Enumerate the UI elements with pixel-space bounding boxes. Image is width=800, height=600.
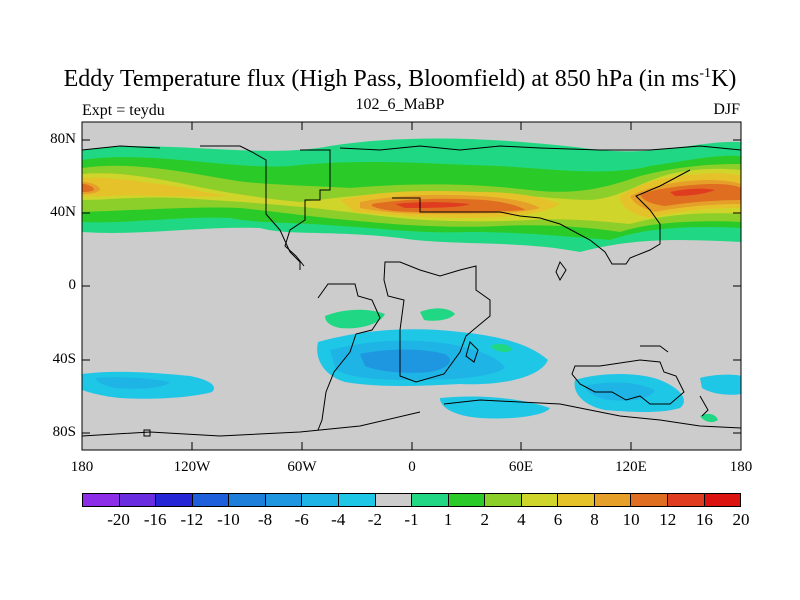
season-label: DJF bbox=[713, 101, 740, 118]
colorbar-label: -10 bbox=[217, 510, 240, 529]
colorbar-label: -2 bbox=[367, 510, 382, 529]
y-tick-0: 0 bbox=[68, 277, 77, 293]
colorbar-label: -12 bbox=[180, 510, 204, 529]
x-tick-120w: 120W bbox=[173, 459, 211, 475]
colorbar-label: -8 bbox=[257, 510, 273, 529]
colorbar-swatch bbox=[375, 494, 413, 506]
colorbar-label: 16 bbox=[695, 510, 713, 529]
y-tick-40s: 40S bbox=[52, 351, 76, 367]
colorbar-label: 10 bbox=[622, 510, 640, 529]
colorbar-label: -6 bbox=[294, 510, 309, 529]
colorbar-label: -4 bbox=[331, 510, 346, 529]
colorbar-label: 8 bbox=[590, 510, 599, 529]
colorbar-swatch bbox=[412, 494, 449, 506]
colorbar-label: 12 bbox=[659, 510, 677, 529]
colorbar bbox=[82, 493, 741, 507]
title-main: Eddy Temperature flux (High Pass, Bloomf… bbox=[63, 66, 700, 92]
colorbar-label: -1 bbox=[404, 510, 419, 529]
colorbar-swatch bbox=[302, 494, 339, 506]
colorbar-swatch bbox=[229, 494, 266, 506]
x-tick-0: 0 bbox=[408, 459, 416, 475]
axis-ticks bbox=[82, 122, 741, 450]
x-tick-60e: 60E bbox=[508, 459, 534, 475]
x-tick-180-left: 180 bbox=[70, 459, 94, 475]
colorbar-label: -16 bbox=[143, 510, 167, 529]
colorbar-swatch bbox=[119, 494, 157, 506]
title-end: K) bbox=[711, 66, 737, 92]
y-tick-80s: 80S bbox=[52, 424, 76, 440]
colorbar-swatch bbox=[265, 494, 303, 506]
colorbar-swatch bbox=[704, 494, 741, 506]
x-tick-180-right: 180 bbox=[729, 459, 753, 475]
coastlines bbox=[82, 145, 741, 437]
colorbar-swatch bbox=[558, 494, 595, 506]
colorbar-label: 4 bbox=[517, 510, 526, 529]
colorbar-swatch bbox=[631, 494, 668, 506]
colorbar-swatch bbox=[668, 494, 705, 506]
title-superscript: -1 bbox=[699, 66, 712, 81]
y-tick-40n: 40N bbox=[50, 204, 76, 220]
colorbar-label: 6 bbox=[553, 510, 563, 529]
run-label: 102_6_MaBP bbox=[355, 96, 445, 113]
colorbar-swatch bbox=[485, 494, 522, 506]
colorbar-label: 1 bbox=[443, 510, 453, 529]
chart-title: Eddy Temperature flux (High Pass, Bloomf… bbox=[0, 66, 800, 93]
colorbar-swatch bbox=[338, 494, 376, 506]
experiment-label: Expt = teydu bbox=[82, 102, 165, 119]
colorbar-swatch bbox=[156, 494, 193, 506]
colorbar-swatch bbox=[521, 494, 559, 506]
x-tick-60w: 60W bbox=[287, 459, 317, 475]
colorbar-label: 20 bbox=[732, 510, 750, 529]
colorbar-label: 2 bbox=[480, 510, 489, 529]
colorbar-swatch bbox=[448, 494, 486, 506]
colorbar-swatch bbox=[83, 494, 120, 506]
colorbar-swatch bbox=[594, 494, 632, 506]
colorbar-label: -20 bbox=[107, 510, 130, 529]
y-tick-80n: 80N bbox=[50, 131, 76, 147]
colorbar-swatch bbox=[192, 494, 230, 506]
x-tick-120e: 120E bbox=[615, 459, 647, 475]
